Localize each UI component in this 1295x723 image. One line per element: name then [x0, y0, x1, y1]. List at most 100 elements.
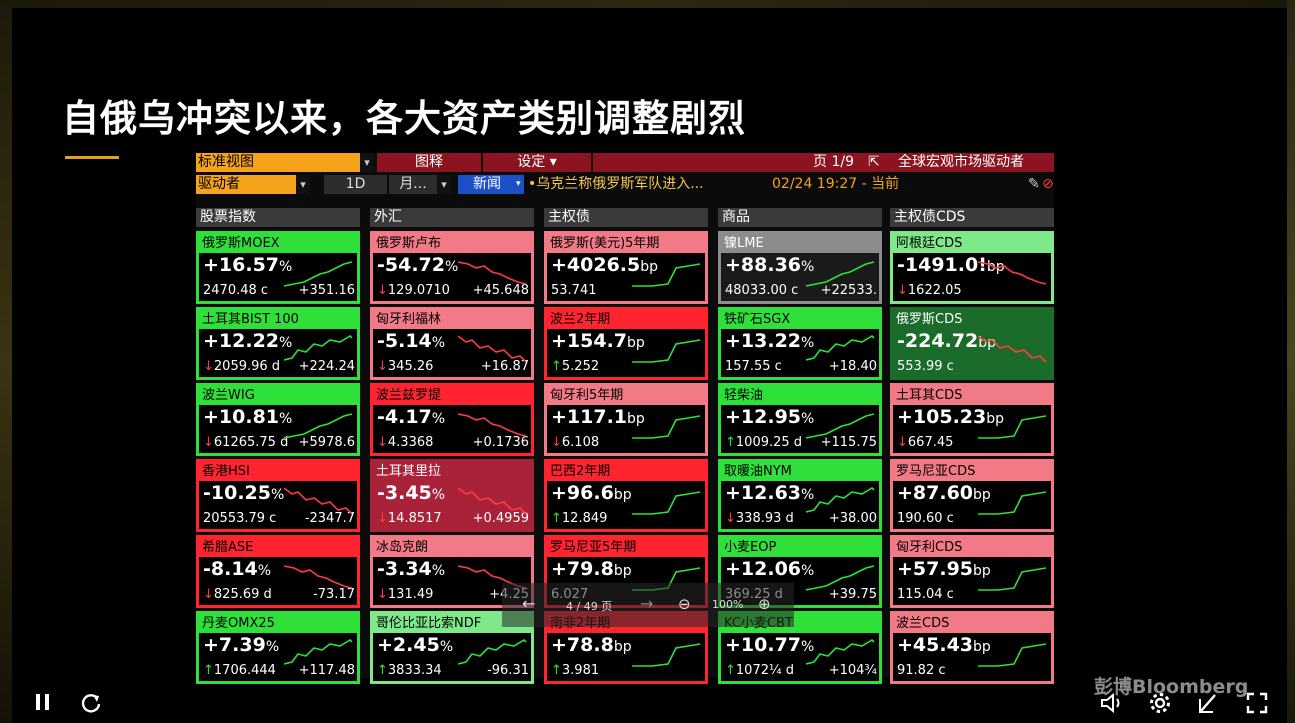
sparkline-icon — [806, 565, 875, 591]
market-tile[interactable]: 波兰2年期 +154.7bp ↑5.252 — [544, 307, 708, 380]
market-tile[interactable]: 波兰WIG +10.81% ↓61265.75 d +5978.6 — [196, 383, 360, 456]
tile-level-value: 1009.25 d — [735, 435, 803, 450]
sparkline-path — [978, 491, 1047, 515]
zoom-out-icon[interactable]: ⊖ — [678, 595, 691, 613]
tile-level-value: 91.82 c — [897, 663, 946, 678]
refresh-icon[interactable] — [80, 692, 102, 714]
market-tile[interactable]: 丹麦OMX25 +7.39% ↑1706.444 +117.48 — [196, 611, 360, 684]
prev-page-icon[interactable]: ← — [522, 594, 536, 613]
tile-value-number: +12.63 — [725, 482, 802, 504]
tile-level-value: 2059.96 d — [213, 359, 281, 374]
market-tile[interactable]: 波兰CDS +45.43bp 91.82 c — [890, 611, 1054, 684]
next-page-icon[interactable]: → — [640, 594, 654, 613]
tile-value-number: +87.60 — [897, 482, 974, 504]
arrow-down-icon: ↓ — [897, 435, 908, 450]
tile-value: -4.17% — [377, 406, 445, 428]
market-tile[interactable]: 阿根廷CDS -1491.0!bp ↓1622.05 — [890, 231, 1054, 304]
tile-change: +16.87 — [480, 359, 529, 374]
period-select[interactable]: 1D — [324, 175, 387, 194]
bloomberg-logo: 彭博Bloomberg — [1094, 676, 1249, 698]
tile-name: 土耳其里拉 — [373, 462, 531, 481]
view-dropdown-icon[interactable]: ▾ — [360, 153, 374, 172]
monitor-title: 全球宏观市场驱动者 — [898, 154, 1024, 170]
tile-level-value: 129.0710 — [387, 283, 450, 298]
news-button[interactable]: 新闻 — [458, 175, 516, 194]
month-select[interactable]: 月... — [389, 175, 437, 194]
tile-value-unit: % — [279, 259, 293, 275]
settings-icon[interactable] — [1148, 691, 1172, 715]
volume-icon[interactable] — [1100, 692, 1126, 714]
tile-level-value: 1072¼ d — [735, 663, 794, 678]
market-tile[interactable]: 镍LME +88.36% 48033.00 c +22533. — [718, 231, 882, 304]
market-tile[interactable]: 轻柴油 +12.95% ↑1009.25 d +115.75 — [718, 383, 882, 456]
pause-icon[interactable] — [34, 692, 52, 712]
tile-change: +38.00 — [828, 511, 877, 526]
driver-dropdown-icon[interactable]: ▾ — [296, 175, 310, 194]
external-link-icon[interactable]: ⇱ — [868, 154, 880, 170]
annotate-icon[interactable] — [1197, 691, 1221, 715]
market-tile[interactable]: 取暖油NYM +12.63% ↓338.93 d +38.00 — [718, 459, 882, 532]
tile-level-value: 53.741 — [551, 283, 597, 298]
tile-value-number: -3.34 — [377, 558, 432, 580]
market-tile[interactable]: 俄罗斯(美元)5年期 +4026.5bp 53.741 — [544, 231, 708, 304]
bloomberg-terminal: 标准视图 ▾ 图释 设定 ▾ 页 1/9 ⇱ 全球宏观市场驱动者 驱动者 ▾ 1… — [196, 153, 1054, 684]
tile-level: ↑1072¼ d — [725, 663, 794, 678]
tile-level: ↓1622.05 — [897, 283, 962, 298]
sparkline-icon — [284, 565, 353, 589]
market-tile[interactable]: 匈牙利CDS +57.95bp 115.04 c — [890, 535, 1054, 608]
market-tile[interactable]: 巴西2年期 +96.6bp ↑12.849 — [544, 459, 708, 532]
tile-change: +104¾ — [828, 663, 877, 678]
sparkline-path — [632, 415, 701, 439]
market-tile[interactable]: 希腊ASE -8.14% ↓825.69 d -73.17 — [196, 535, 360, 608]
market-tile[interactable]: 香港HSI -10.25% 20553.79 c -2347.7 — [196, 459, 360, 532]
tile-value-number: -3.45 — [377, 482, 432, 504]
sparkline-path — [978, 261, 1047, 285]
market-tile[interactable]: 冰岛克朗-3.34%↓131.49+4.25 — [370, 535, 534, 608]
sparkline-icon — [284, 261, 353, 287]
sparkline-path — [632, 643, 701, 667]
sparkline-path — [806, 413, 875, 439]
tile-level: ↓131.49 — [377, 587, 433, 602]
sparkline-path — [806, 565, 875, 591]
market-tile[interactable]: 波兰兹罗提 -4.17% ↓4.3368 +0.1736 — [370, 383, 534, 456]
pencil-icon[interactable]: ✎ — [1028, 176, 1040, 192]
tile-value-number: +117.1 — [551, 406, 628, 428]
frame-right — [1287, 0, 1295, 723]
sparkline-icon — [632, 263, 701, 287]
tile-level: 53.741 — [551, 283, 597, 298]
fullscreen-icon[interactable] — [1246, 692, 1268, 714]
tile-value: +4026.5bp — [551, 254, 658, 276]
market-tile[interactable]: 罗马尼亚CDS +87.60bp 190.60 c — [890, 459, 1054, 532]
cancel-icon[interactable]: ⊘ — [1042, 176, 1054, 192]
sparkline-icon — [806, 413, 875, 439]
view-select[interactable]: 标准视图 — [196, 153, 362, 172]
market-tile[interactable]: 俄罗斯卢布 -54.72% ↓129.0710 +45.648 — [370, 231, 534, 304]
settings-button[interactable]: 设定 ▾ — [483, 153, 591, 172]
tile-name: 铁矿石SGX — [721, 310, 879, 329]
market-tile[interactable]: 土耳其里拉 -3.45% ↓14.8517 +0.4959 — [370, 459, 534, 532]
news-dropdown-icon[interactable]: ▾ — [516, 175, 524, 194]
market-tile[interactable]: 俄罗斯CDS -224.72bp 553.99 c — [890, 307, 1054, 380]
news-headline[interactable]: •乌克兰称俄罗斯军队进入... — [528, 176, 704, 192]
tile-change: +0.4959 — [472, 511, 529, 526]
market-tile[interactable]: 匈牙利5年期 +117.1bp ↓6.108 — [544, 383, 708, 456]
tile-value-number: +10.77 — [725, 634, 802, 656]
market-tile[interactable]: 土耳其CDS +105.23bp ↓667.45 — [890, 383, 1054, 456]
arrow-down-icon: ↓ — [377, 511, 388, 526]
sparkline-path — [458, 413, 527, 437]
driver-select[interactable]: 驱动者 — [196, 175, 298, 194]
legend-button[interactable]: 图释 — [377, 153, 481, 172]
tile-name: 匈牙利5年期 — [547, 386, 705, 405]
sparkline-path — [978, 643, 1047, 667]
market-tile[interactable]: 匈牙利福林 -5.14% ↓345.26 +16.87 — [370, 307, 534, 380]
zoom-in-icon[interactable]: ⊕ — [758, 595, 771, 613]
market-tile[interactable]: 土耳其BIST 100 +12.22% ↓2059.96 d +224.24 — [196, 307, 360, 380]
market-tile[interactable]: 俄罗斯MOEX +16.57% 2470.48 c +351.16 — [196, 231, 360, 304]
tile-level: ↓338.93 d — [725, 511, 794, 526]
month-dropdown-icon[interactable]: ▾ — [437, 175, 451, 194]
sparkline-path — [806, 638, 875, 665]
tile-value: -3.45% — [377, 482, 445, 504]
frame-top — [0, 0, 1295, 8]
market-tile[interactable]: 铁矿石SGX +13.22% 157.55 c +18.40 — [718, 307, 882, 380]
arrow-up-icon: ↑ — [551, 663, 562, 678]
